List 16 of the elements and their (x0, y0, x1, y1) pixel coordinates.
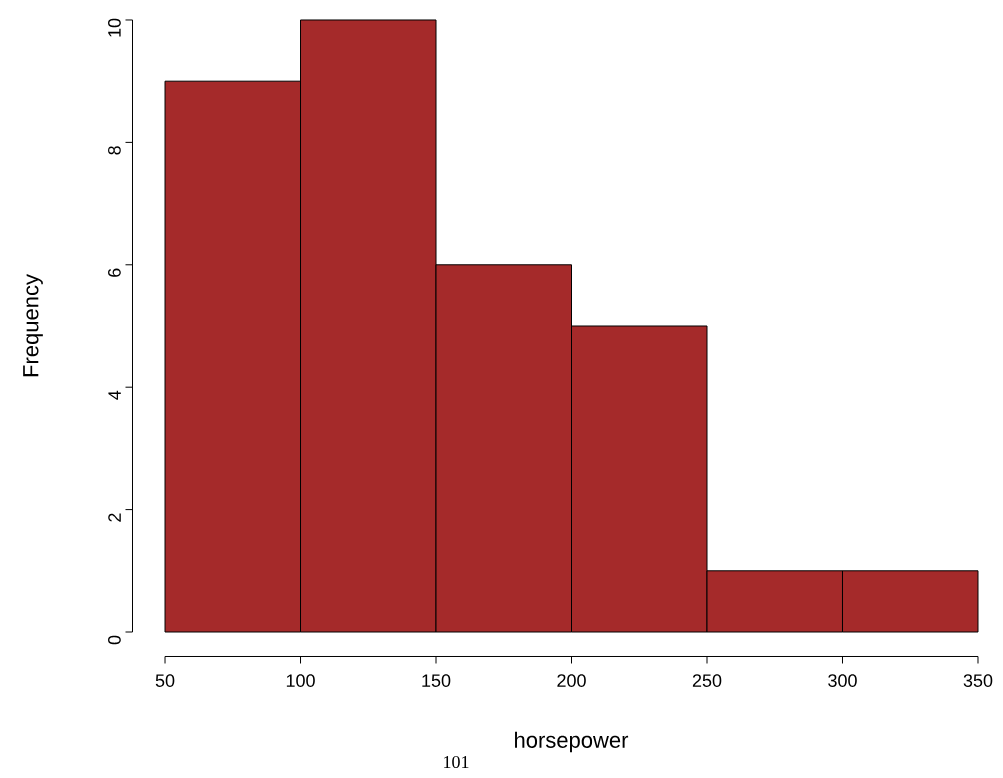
y-tick-label: 0 (108, 635, 121, 645)
x-axis-title: horsepower (515, 731, 629, 753)
x-tick-label: 350 (963, 674, 993, 687)
y-tick-label: 4 (108, 390, 121, 400)
x-tick-label: 150 (422, 674, 451, 687)
x-tick-label: 100 (286, 674, 315, 687)
y-tick-label: 2 (108, 513, 121, 522)
y-tick-label: 6 (108, 268, 121, 277)
y-tick-label: 8 (108, 146, 121, 155)
x-tick-label: 300 (828, 674, 857, 687)
y-tick-label: 10 (108, 18, 121, 37)
y-axis-title: Frequency (23, 274, 43, 377)
x-tick-label: 50 (155, 674, 175, 687)
x-tick-label: 250 (692, 674, 722, 687)
x-tick-label: 200 (557, 674, 586, 687)
text: 101 (444, 755, 469, 769)
